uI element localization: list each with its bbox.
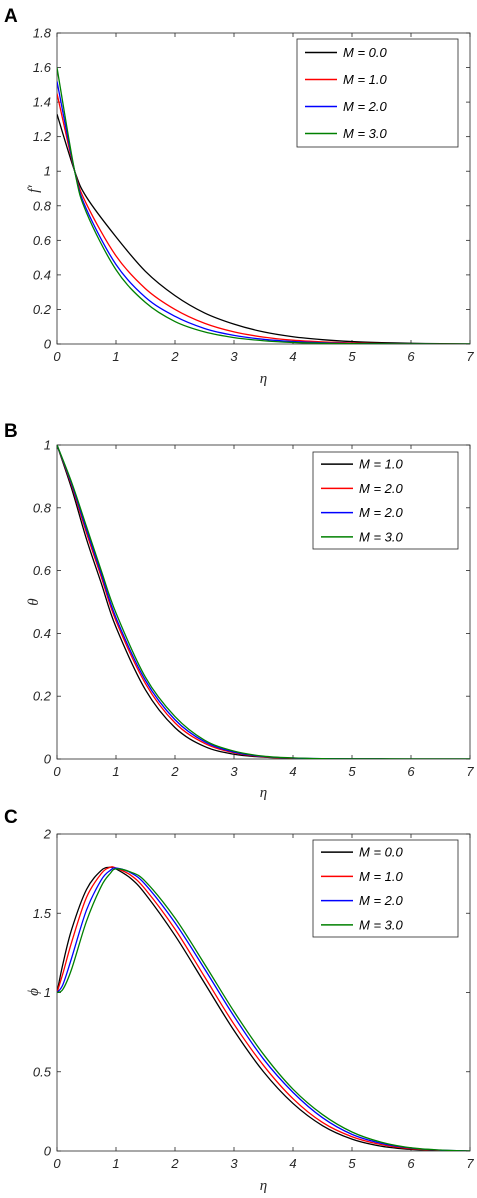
y-tick-label: 2	[43, 827, 52, 842]
y-tick-label: 1	[44, 985, 51, 1000]
y-tick-label: 0	[44, 337, 52, 352]
y-axis-label: ϕ	[26, 988, 42, 996]
legend-label: M = 0.0	[343, 45, 387, 60]
x-tick-label: 7	[466, 349, 474, 364]
y-tick-label: 0.4	[33, 267, 51, 282]
legend-label: M = 1.0	[343, 72, 387, 87]
y-tick-label: 0.2	[33, 689, 52, 704]
x-tick-label: 6	[407, 764, 415, 779]
x-tick-label: 7	[466, 764, 474, 779]
x-tick-label: 2	[170, 764, 179, 779]
legend-label: M = 1.0	[359, 457, 403, 472]
x-tick-label: 6	[407, 1156, 415, 1171]
series-line-1	[57, 866, 470, 1151]
y-axis-label: f′	[26, 185, 42, 193]
panel-letter-c: C	[4, 807, 18, 828]
series-line-4	[57, 67, 470, 344]
x-tick-label: 4	[289, 764, 296, 779]
panel-letter-b: B	[4, 421, 18, 442]
legend: M = 1.0 M = 2.0 M = 2.0 M = 3.0	[312, 451, 459, 550]
x-tick-label: 5	[348, 349, 356, 364]
series-line-2	[57, 866, 470, 1151]
y-tick-label: 0.6	[33, 233, 52, 248]
x-tick-label: 4	[289, 349, 296, 364]
x-tick-label: 1	[112, 349, 119, 364]
legend-label: M = 1.0	[359, 869, 403, 884]
y-tick-label: 1	[44, 164, 51, 179]
x-tick-label: 5	[348, 1156, 356, 1171]
x-tick-label: 5	[348, 764, 356, 779]
x-tick-label: 3	[230, 349, 238, 364]
x-tick-label: 0	[53, 349, 61, 364]
series-line-4	[57, 445, 470, 759]
y-tick-label: 1.6	[33, 60, 52, 75]
x-tick-label: 3	[230, 764, 238, 779]
y-tick-label: 1.4	[33, 95, 51, 110]
legend: M = 0.0 M = 1.0 M = 2.0 M = 3.0	[312, 839, 459, 938]
x-tick-label: 2	[170, 349, 179, 364]
legend-label: M = 3.0	[359, 529, 403, 544]
legend-box	[312, 839, 459, 938]
legend-box	[312, 451, 459, 550]
chart-panel-a: 0 1 2 3 4 5 6 7 0 0.2 0.4 0.6 0.8 1 1.2 1.4 1.6 1.8 η f′ M =…	[26, 26, 474, 388]
series-line-4	[57, 868, 470, 1151]
x-axis-label: η	[260, 1178, 267, 1194]
legend: M = 0.0 M = 1.0 M = 2.0 M = 3.0	[296, 38, 459, 148]
y-tick-label: 0	[44, 752, 52, 767]
series-line-3	[57, 867, 470, 1151]
chart-panel-c: 0 1 2 3 4 5 6 7 0 0.5 1 1.5 2 η ϕ M = 0.0 M = 1.0 M = 2.0…	[26, 827, 474, 1195]
y-tick-label: 1.2	[33, 129, 52, 144]
y-tick-label: 1	[44, 438, 51, 453]
legend-label: M = 2.0	[359, 893, 403, 908]
y-tick-label: 1.5	[33, 906, 52, 921]
y-axis-label: θ	[26, 598, 42, 606]
x-tick-label: 0	[53, 764, 61, 779]
x-tick-label: 1	[112, 764, 119, 779]
x-tick-label: 1	[112, 1156, 119, 1171]
x-axis-label: η	[260, 785, 267, 801]
y-tick-label: 0.2	[33, 302, 52, 317]
y-tick-label: 0.6	[33, 563, 52, 578]
x-axis-label: η	[260, 371, 267, 387]
y-tick-label: 0	[44, 1144, 52, 1159]
legend-label: M = 2.0	[343, 99, 387, 114]
y-tick-label: 0.5	[33, 1064, 52, 1079]
x-tick-label: 6	[407, 349, 415, 364]
x-tick-label: 0	[53, 1156, 61, 1171]
y-tick-label: 0.4	[33, 626, 51, 641]
y-tick-label: 0.8	[33, 500, 52, 515]
y-tick-label: 0.8	[33, 198, 52, 213]
panel-letter-a: A	[4, 6, 18, 27]
x-tick-label: 3	[230, 1156, 238, 1171]
x-tick-label: 7	[466, 1156, 474, 1171]
legend-label: M = 2.0	[359, 481, 403, 496]
legend-label: M = 3.0	[343, 126, 387, 141]
legend-label: M = 3.0	[359, 917, 403, 932]
x-tick-label: 2	[170, 1156, 179, 1171]
legend-label: M = 2.0	[359, 505, 403, 520]
x-tick-label: 4	[289, 1156, 296, 1171]
y-tick-label: 1.8	[33, 26, 52, 41]
legend-box	[296, 38, 459, 148]
legend-label: M = 0.0	[359, 845, 403, 860]
